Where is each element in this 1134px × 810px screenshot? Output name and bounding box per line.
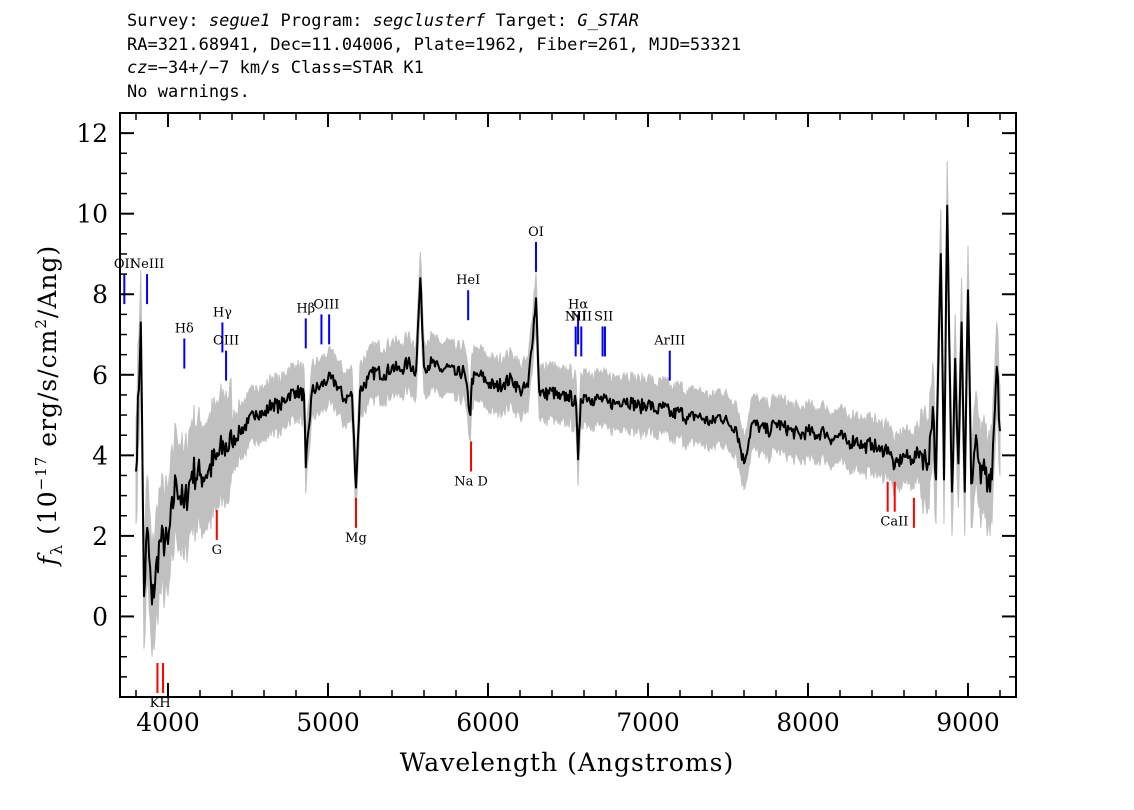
cz-value: =−34+/−7 km/s Class=STAR K1 (147, 58, 424, 78)
line-label: Hβ (296, 301, 315, 316)
line-markers-group (123, 241, 915, 693)
line-label: Hα (568, 297, 588, 312)
x-tick-label: 7000 (616, 708, 680, 737)
spectrum-header: Survey: segue1 Program: segclusterf Targ… (127, 10, 741, 104)
y-tick-label: 10 (76, 200, 108, 229)
line-label: Mg (345, 531, 367, 546)
error-envelope-group (135, 161, 1001, 657)
flux-line (135, 204, 1001, 606)
y-tick-label: 12 (76, 119, 108, 148)
program-value: segclusterf (372, 11, 486, 31)
header-line-redshift: cz=−34+/−7 km/s Class=STAR K1 (127, 57, 741, 81)
y-tick-label: 8 (92, 280, 108, 309)
axes-group: 4000 5000 6000 7000 8000 9000 0 2 4 6 8 10 12 (76, 112, 1017, 737)
survey-value: segue1 (208, 11, 271, 31)
x-tick-label: 5000 (296, 708, 360, 737)
line-label: ArIII (653, 334, 685, 349)
target-key: Target: (485, 11, 578, 31)
x-tick-label: 6000 (456, 708, 520, 737)
header-line-survey: Survey: segue1 Program: segclusterf Targ… (127, 10, 741, 34)
x-tick-label: 8000 (776, 708, 840, 737)
line-label: OI (528, 225, 544, 240)
cz-key: cz (127, 58, 148, 78)
line-label: NII (565, 309, 587, 324)
y-tick-label: 4 (92, 441, 108, 470)
line-label: NII (570, 309, 592, 324)
line-label: OIII (313, 297, 339, 312)
line-label: Hγ (213, 305, 232, 320)
survey-key: Survey: (127, 11, 209, 31)
plot-frame (119, 112, 1017, 698)
header-line-warnings: No warnings. (127, 81, 250, 102)
header-line-coordinates: RA=321.68941, Dec=11.04006, Plate=1962, … (127, 34, 742, 55)
y-tick-label: 0 (92, 602, 108, 631)
x-axis-label: Wavelength (Angstroms) (400, 748, 734, 777)
line-label: Hδ (175, 322, 194, 337)
x-tick-label: 4000 (136, 708, 200, 737)
error-envelope (135, 161, 1001, 657)
y-axis-label-text: fλ (10−17 erg/s/cm2/Ang) (32, 245, 66, 568)
program-key: Program: (270, 11, 373, 31)
line-label: NeIII (130, 257, 164, 272)
y-axis-label: fλ (10−17 erg/s/cm2/Ang) (32, 245, 66, 568)
line-label: G (212, 543, 222, 558)
target-value: G_STAR (577, 11, 639, 31)
line-label: HeI (456, 273, 480, 288)
y-tick-label: 6 (92, 361, 108, 390)
line-label: Na D (454, 474, 488, 489)
line-label: KH (150, 696, 171, 711)
line-label: OIII (213, 334, 239, 349)
line-label: CaII (880, 515, 908, 530)
x-tick-label: 9000 (936, 708, 1000, 737)
line-label: SII (594, 309, 613, 324)
flux-line-group (135, 204, 1001, 606)
y-tick-label: 2 (92, 522, 108, 551)
